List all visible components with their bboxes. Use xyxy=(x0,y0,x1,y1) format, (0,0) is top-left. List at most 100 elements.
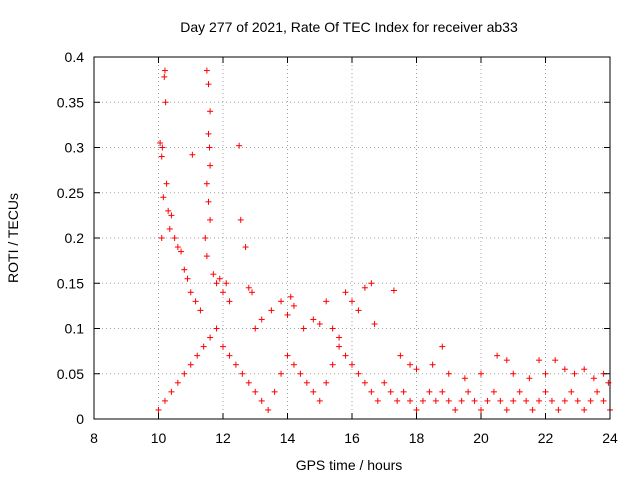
data-point xyxy=(355,370,362,377)
data-point xyxy=(510,397,517,404)
data-point xyxy=(194,352,201,359)
data-point xyxy=(161,397,168,404)
data-point xyxy=(542,388,549,395)
x-tick-label: 12 xyxy=(215,430,231,446)
data-point xyxy=(316,320,323,327)
data-point xyxy=(461,375,468,382)
data-point xyxy=(407,361,414,368)
data-point xyxy=(445,397,452,404)
data-point xyxy=(300,325,307,332)
data-point xyxy=(561,397,568,404)
data-point xyxy=(581,366,588,373)
data-point xyxy=(323,298,330,305)
data-point xyxy=(555,406,562,413)
y-tick-label: 0.05 xyxy=(57,366,84,382)
data-point xyxy=(510,370,517,377)
data-point xyxy=(278,298,285,305)
data-point xyxy=(205,81,212,88)
x-tick-label: 22 xyxy=(538,430,554,446)
y-tick-label: 0.4 xyxy=(65,49,85,65)
x-tick-label: 16 xyxy=(344,430,360,446)
y-tick-label: 0.3 xyxy=(65,140,85,156)
data-point xyxy=(210,271,217,278)
data-point xyxy=(187,361,194,368)
data-point xyxy=(503,406,510,413)
data-point xyxy=(226,352,233,359)
data-point xyxy=(200,343,207,350)
data-point xyxy=(329,361,336,368)
data-point xyxy=(368,388,375,395)
data-point xyxy=(163,180,170,187)
y-tick-label: 0.15 xyxy=(57,275,84,291)
data-point xyxy=(168,388,175,395)
data-point xyxy=(542,370,549,377)
data-point xyxy=(213,325,220,332)
data-point xyxy=(203,67,210,74)
data-point xyxy=(187,289,194,296)
data-point xyxy=(371,320,378,327)
data-point xyxy=(361,379,368,386)
data-point xyxy=(197,307,204,314)
data-point xyxy=(226,298,233,305)
data-point xyxy=(284,311,291,318)
data-point xyxy=(290,361,297,368)
data-point xyxy=(174,379,181,386)
x-tick-label: 24 xyxy=(602,430,618,446)
data-point xyxy=(168,212,175,219)
data-point xyxy=(161,67,168,74)
data-point xyxy=(297,370,304,377)
data-point xyxy=(249,289,256,296)
y-tick-label: 0.1 xyxy=(65,321,85,337)
data-point xyxy=(336,334,343,341)
data-point xyxy=(316,397,323,404)
data-point xyxy=(349,361,355,368)
data-point xyxy=(400,388,407,395)
data-point xyxy=(419,397,426,404)
data-point xyxy=(439,343,446,350)
data-point xyxy=(245,284,252,291)
x-tick-label: 8 xyxy=(90,430,98,446)
data-point xyxy=(548,397,555,404)
x-axis-ticks: 8 10 12 14 16 18 20 22 24 xyxy=(90,57,618,446)
data-point xyxy=(413,366,420,373)
data-point xyxy=(426,388,433,395)
data-point xyxy=(516,388,523,395)
data-point xyxy=(290,302,297,309)
data-point xyxy=(245,379,252,386)
data-point xyxy=(484,397,491,404)
data-point xyxy=(465,388,472,395)
data-point xyxy=(165,207,172,214)
data-point xyxy=(503,357,510,364)
data-point xyxy=(203,180,210,187)
data-point xyxy=(258,397,265,404)
data-point xyxy=(329,325,336,332)
data-point xyxy=(220,343,226,350)
data-point xyxy=(158,235,165,241)
data-point xyxy=(181,266,188,273)
y-tick-label: 0.25 xyxy=(57,185,84,201)
data-point xyxy=(529,406,536,413)
data-point xyxy=(445,370,452,377)
data-point xyxy=(252,325,259,332)
data-point xyxy=(407,397,414,404)
data-point xyxy=(381,379,388,386)
y-axis-title: ROTI / TECUs xyxy=(5,193,21,283)
data-point xyxy=(571,370,578,377)
data-point xyxy=(390,287,397,294)
data-point xyxy=(581,406,588,413)
data-point xyxy=(220,289,226,296)
data-point xyxy=(561,366,568,373)
data-point xyxy=(207,216,214,223)
data-point xyxy=(355,307,362,314)
y-tick-label: 0.35 xyxy=(57,94,84,110)
data-point xyxy=(497,397,504,404)
x-axis-title: GPS time / hours xyxy=(296,457,403,473)
data-point xyxy=(342,352,349,359)
data-point xyxy=(523,397,530,404)
data-point xyxy=(336,343,343,350)
data-point xyxy=(600,397,607,404)
data-point xyxy=(587,397,594,404)
data-point xyxy=(213,280,220,287)
data-point xyxy=(397,352,404,359)
